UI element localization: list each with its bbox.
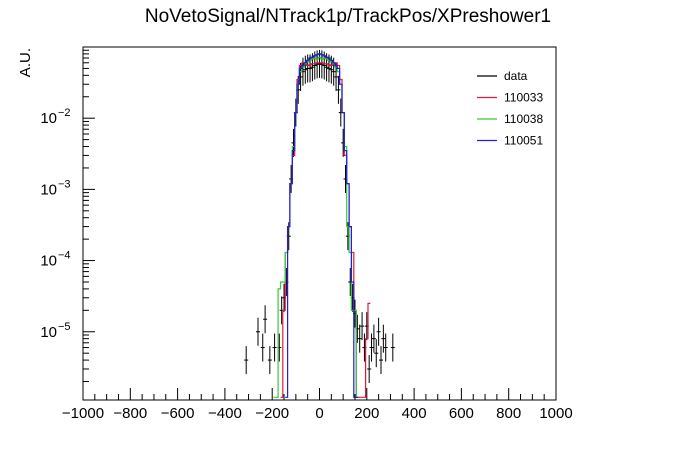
x-tick-label: 400 (402, 405, 427, 422)
x-tick-label: 200 (354, 405, 379, 422)
data-point (378, 346, 383, 375)
x-tick-label: 1000 (539, 405, 572, 422)
data-point (267, 346, 272, 375)
data-point (371, 324, 376, 353)
y-tick-exponent: −5 (58, 321, 71, 333)
data-point (310, 53, 315, 82)
data-point (360, 312, 365, 341)
data-point (367, 354, 372, 383)
x-tick-label: 600 (449, 405, 474, 422)
data-point (369, 333, 374, 362)
data-point (308, 54, 313, 83)
x-tick-label: −600 (161, 405, 195, 422)
data-point (326, 54, 331, 83)
y-tick-label: 10 (40, 110, 57, 127)
x-tick-label: −400 (208, 405, 242, 422)
series-110051-line (285, 53, 359, 398)
data-point (260, 333, 265, 362)
data-point (256, 317, 261, 346)
y-tick-label: 10 (40, 181, 57, 198)
y-tick-label: 10 (40, 324, 57, 341)
data-point (317, 49, 322, 78)
series-layer (244, 49, 395, 398)
plot-frame (82, 46, 557, 401)
legend: data 110033 110038 110051 (477, 69, 543, 148)
series-110038-line (273, 56, 359, 398)
y-axis-label: A.U. (17, 48, 34, 77)
y-axis: 10−510−410−310−2 (40, 46, 95, 383)
chart-title: NoVetoSignal/NTrack1p/TrackPos/XPreshowe… (145, 6, 551, 27)
data-point (357, 324, 362, 353)
data-point (376, 317, 381, 346)
x-tick-label: −200 (255, 405, 289, 422)
y-tick-label: 10 (40, 253, 57, 270)
data-point (244, 346, 249, 375)
y-tick-exponent: −2 (58, 107, 71, 119)
data-point (303, 55, 308, 84)
legend-label-110033: 110033 (504, 91, 543, 105)
data-point (383, 333, 388, 362)
y-tick-exponent: −3 (58, 178, 71, 190)
data-point (374, 339, 379, 368)
x-tick-label: 0 (315, 405, 323, 422)
x-axis: −1000 −800 −600 −400 −200 0 200 400 600 800 1000 (62, 388, 573, 422)
y-tick-exponent: −4 (58, 250, 71, 262)
data-point (381, 324, 386, 353)
legend-label-data: data (504, 69, 528, 83)
data-point (390, 333, 395, 362)
x-tick-label: −800 (113, 405, 147, 422)
legend-label-110051: 110051 (504, 134, 543, 148)
data-point (324, 53, 329, 82)
data-point (336, 75, 341, 104)
data-point (263, 305, 268, 334)
legend-label-110038: 110038 (504, 112, 543, 126)
x-tick-label: −1000 (62, 405, 104, 422)
data-point (272, 333, 277, 362)
x-tick-label: 800 (496, 405, 521, 422)
